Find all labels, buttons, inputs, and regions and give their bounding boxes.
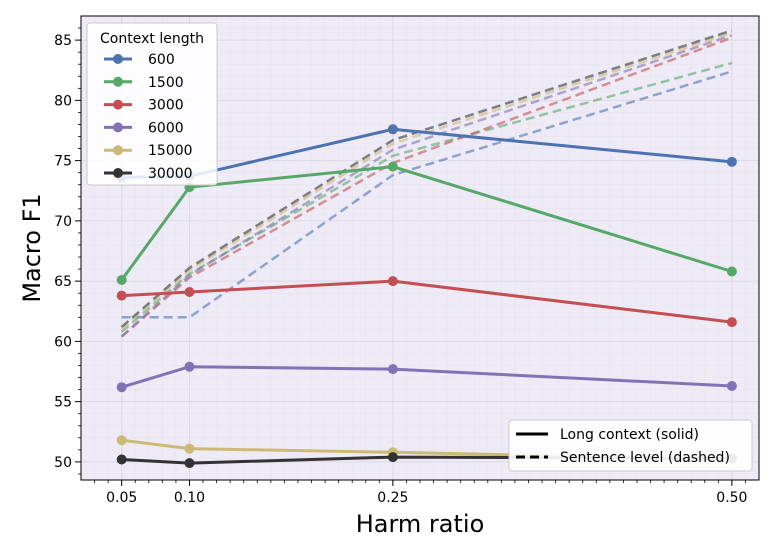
dashed-series-15000 [120,31,733,331]
legend-label-6000: 6000 [148,120,184,136]
point-3000 [726,317,737,328]
solid-series-1500 [120,165,733,281]
legend-marker-15000 [113,145,123,156]
grid [81,16,759,480]
point-30000 [387,452,398,463]
legend-label-3000: 3000 [148,98,184,114]
point-6000 [116,382,127,393]
legend-label-1500: 1500 [148,75,184,91]
dashed-series-group [120,29,733,338]
point-6000 [387,364,398,375]
legend-title: Context length [100,31,204,47]
x-axis-title: Harm ratio [356,510,485,538]
x-tick-label: 0.50 [716,490,747,506]
legend-marker-30000 [113,168,123,178]
style-legend-box [508,419,753,472]
point-15000 [116,435,127,446]
legend: Context length 600 1500 3000 6000 15000 30000 [86,22,218,186]
solid-series-6000 [121,365,732,389]
dashed-series-1500 [120,61,733,333]
axes: 50 55 60 65 70 75 80 85 0.05 0.10 0.25 0.50 [54,27,747,506]
point-600 [726,156,737,167]
dashed-series-600 [121,70,733,319]
point-3000 [116,290,127,301]
legend-label-600: 600 [148,52,175,68]
point-30000 [116,454,127,465]
point-30000 [184,458,195,469]
style-legend: Long context (solid) Sentence level (dash… [508,419,753,472]
point-6000 [184,361,195,372]
point-3000 [184,286,195,297]
y-tick-label: 60 [54,334,72,350]
dashed-series-6000 [120,34,733,338]
point-1500 [726,266,737,277]
y-tick-label: 85 [54,33,72,49]
point-1500 [387,161,398,172]
y-tick-label: 50 [54,455,72,471]
point-15000 [184,443,195,454]
legend-marker-3000 [113,99,123,110]
y-tick-label: 70 [54,214,72,230]
y-tick-label: 80 [54,93,72,109]
y-axis-title: Macro F1 [18,193,46,302]
legend-marker-1500 [113,76,123,87]
x-tick-label: 0.10 [174,490,205,506]
style-legend-label-dashed: Sentence level (dashed) [560,450,730,466]
legend-marker-600 [113,54,123,64]
solid-series-3000 [121,279,733,324]
point-1500 [116,274,127,285]
point-6000 [726,380,737,391]
x-tick-label: 0.25 [377,490,408,506]
y-tick-label: 75 [54,154,72,170]
y-tick-label: 65 [54,274,72,290]
y-tick-label: 55 [54,395,72,411]
dashed-series-30000 [120,29,733,328]
x-tick-label: 0.05 [106,490,137,506]
legend-label-30000: 30000 [148,166,193,182]
legend-marker-6000 [113,122,123,133]
point-600 [387,124,398,135]
point-3000 [387,276,398,287]
legend-label-15000: 15000 [148,143,193,159]
style-legend-label-solid: Long context (solid) [560,427,699,443]
